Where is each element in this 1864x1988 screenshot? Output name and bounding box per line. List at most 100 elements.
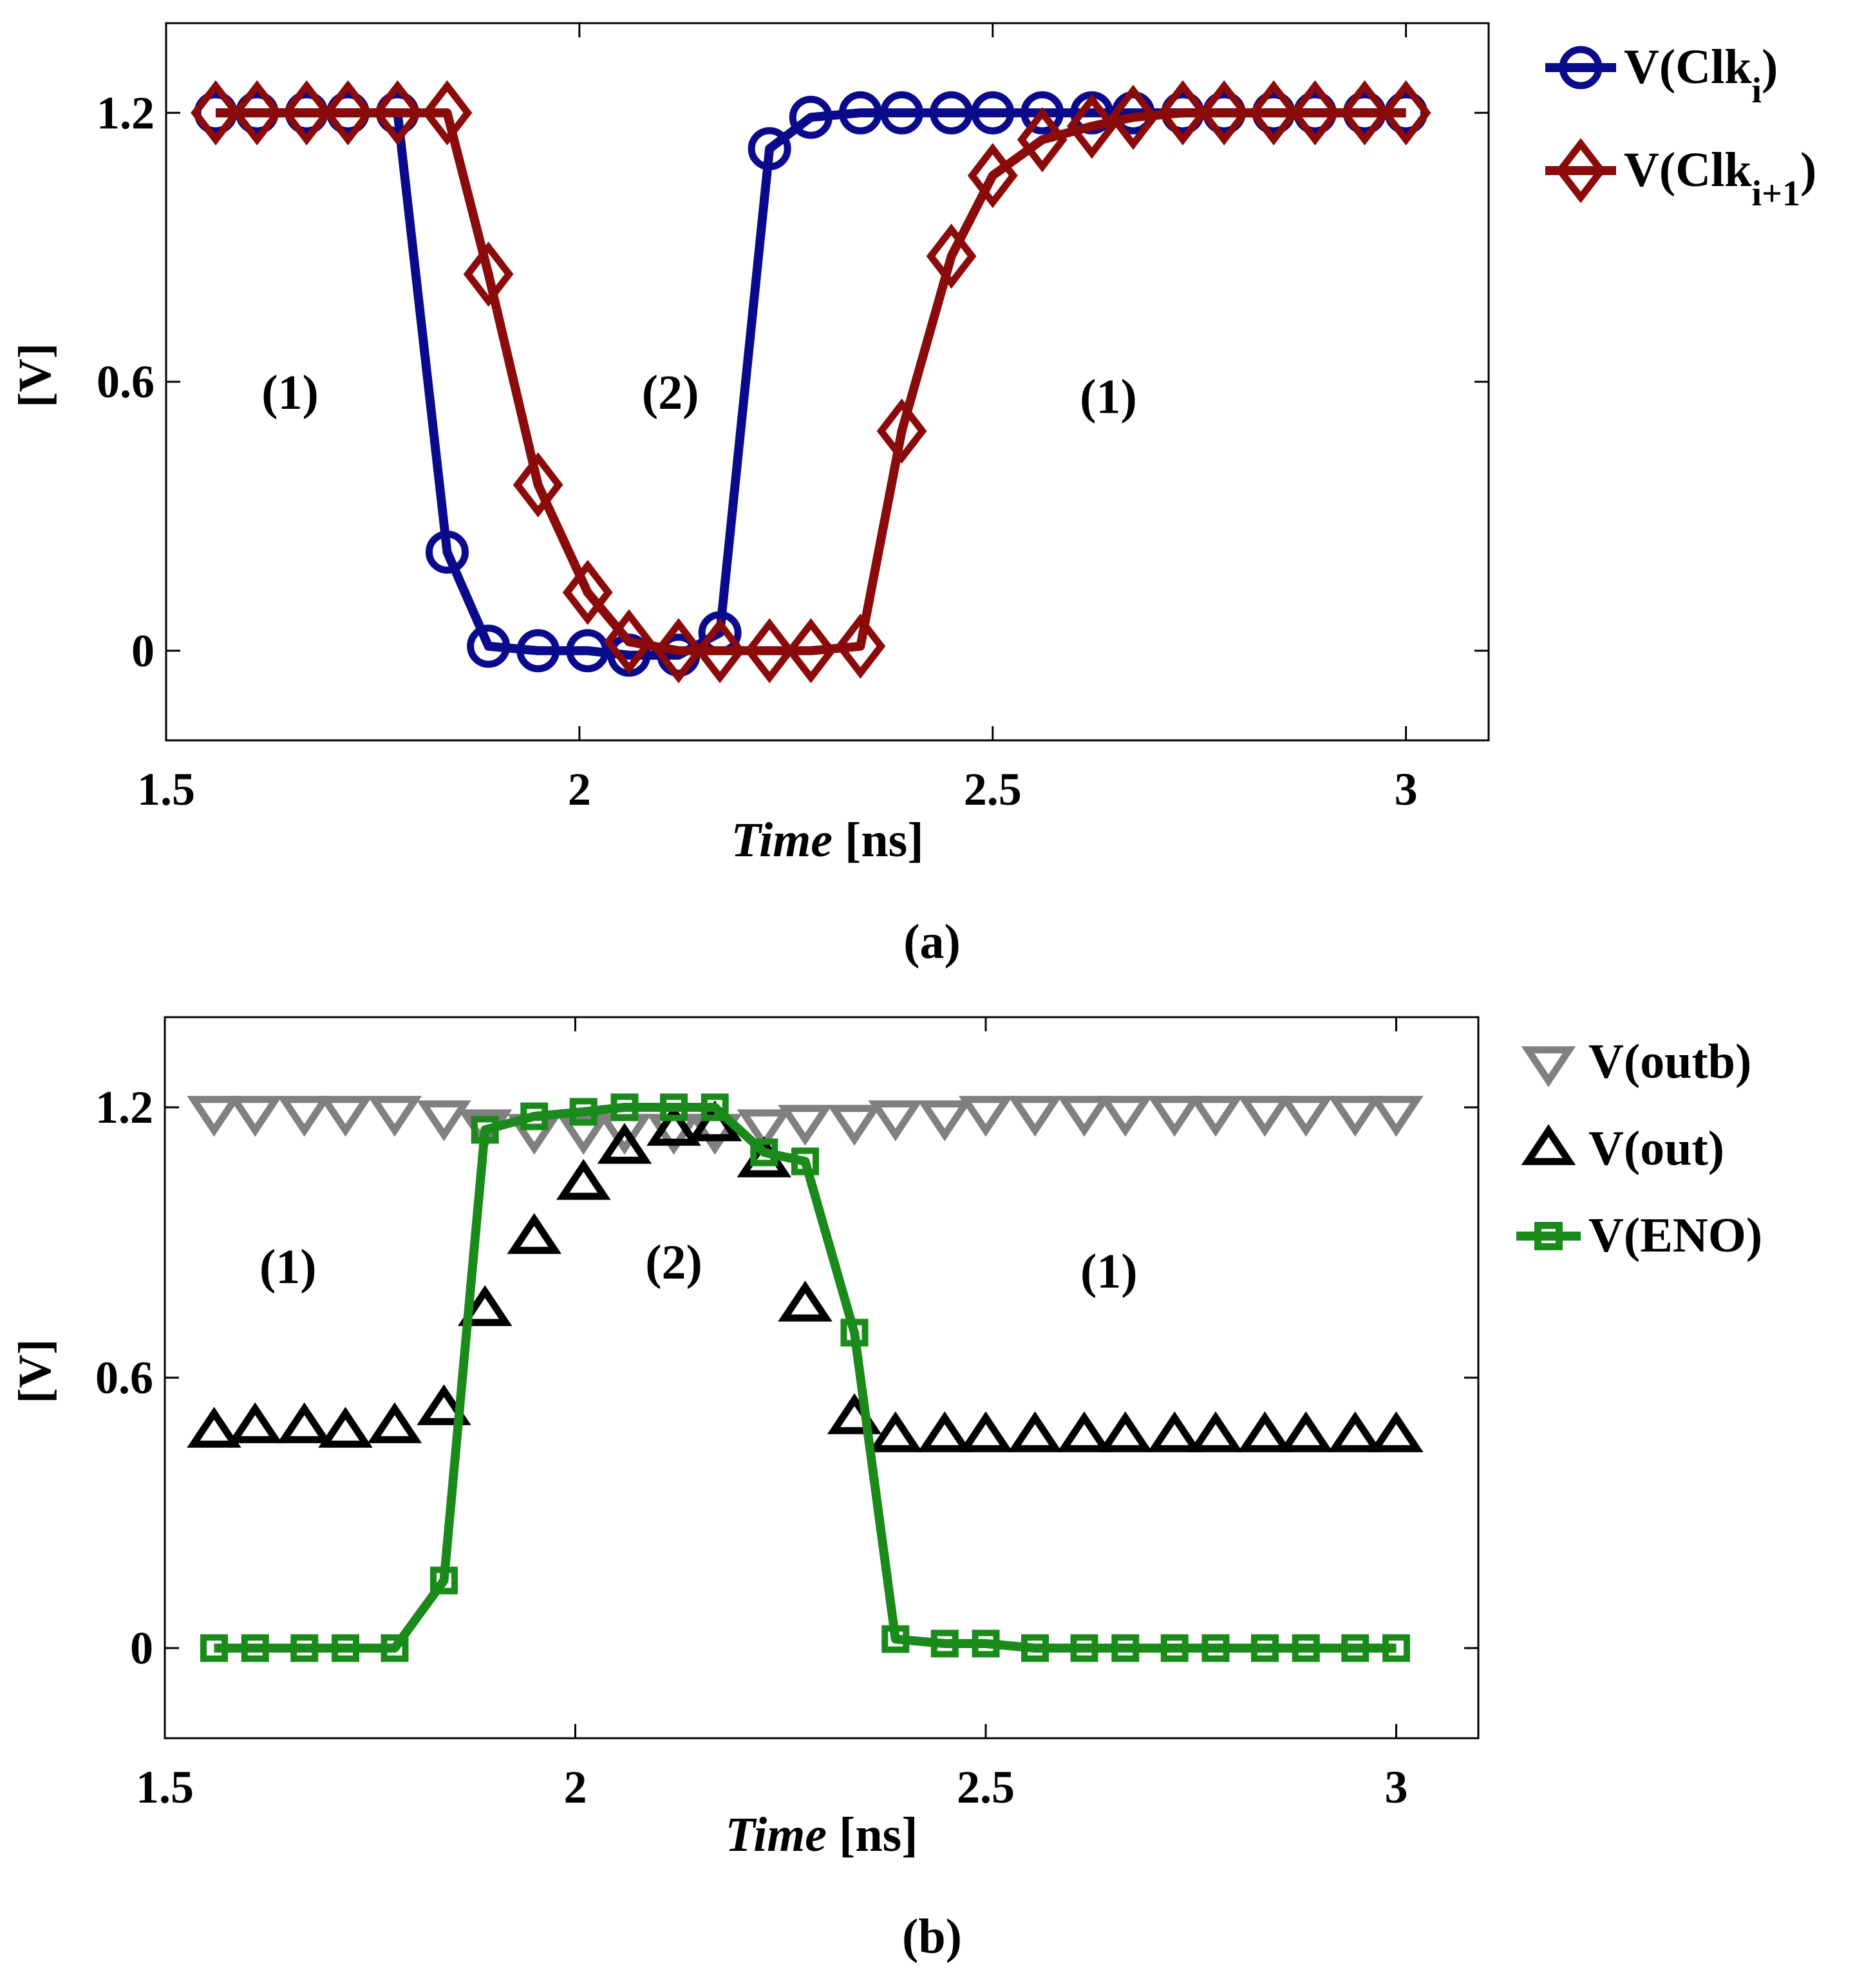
data-point <box>290 1634 319 1662</box>
legend-entry: V(Clki) <box>1545 40 1778 111</box>
data-point <box>1290 80 1341 145</box>
y-tick-label: 0 <box>131 625 155 677</box>
data-point <box>1008 1096 1062 1137</box>
legend-label-end: ) <box>1762 40 1778 94</box>
data-point <box>417 1100 471 1141</box>
data-point <box>227 1096 283 1137</box>
data-point <box>471 1116 499 1144</box>
x-tick-label: 2 <box>568 764 591 815</box>
legend-marker <box>1534 1222 1563 1250</box>
legend-marker <box>1521 1046 1576 1087</box>
data-point <box>516 629 560 673</box>
data-point <box>1251 1634 1279 1662</box>
data-point <box>318 1407 373 1448</box>
legend-label: V(outb) <box>1588 1035 1751 1089</box>
data-point <box>1057 1411 1112 1452</box>
caption-a: (a) <box>903 915 961 969</box>
legend-entry: V(Clki+1) <box>1545 138 1816 214</box>
data-point <box>232 80 283 145</box>
data-point <box>1021 1634 1049 1662</box>
data-point <box>1238 1411 1292 1452</box>
data-point <box>789 95 833 139</box>
data-point <box>1147 1411 1202 1452</box>
legend-label-subscript: i <box>1751 71 1762 111</box>
x-axis-label-unit: [ns] <box>827 1808 918 1862</box>
data-point <box>1369 1411 1424 1452</box>
data-point <box>695 618 746 684</box>
legend-entry: V(ENO) <box>1516 1208 1762 1262</box>
legend-label-subscript: i+1 <box>1751 174 1800 214</box>
data-point <box>930 91 974 135</box>
data-point <box>332 1634 359 1662</box>
data-point <box>513 452 563 518</box>
region-annotation: (2) <box>642 366 699 420</box>
data-point <box>1111 1634 1140 1662</box>
x-tick-label: 3 <box>1385 1761 1408 1813</box>
data-point <box>1278 1096 1333 1137</box>
data-point <box>556 1159 611 1200</box>
data-point <box>971 91 1015 135</box>
data-point <box>1238 1096 1292 1137</box>
data-point <box>381 1634 409 1662</box>
data-point <box>1188 1411 1243 1452</box>
data-point <box>1070 1634 1098 1662</box>
data-point <box>1147 1096 1202 1137</box>
data-point <box>930 1629 959 1658</box>
data-point <box>748 127 791 171</box>
series-line <box>214 1103 1397 1653</box>
data-point <box>430 1566 458 1595</box>
data-point <box>372 80 423 145</box>
x-axis-label: Time [ns] <box>725 1808 918 1862</box>
plot-frame <box>164 1016 1480 1739</box>
chart-panel-b: 1.5 2 2.5 3 0 0.6 1.2 [V] Time [ns] (1) (2) (1) V(ou… <box>9 1016 1762 1862</box>
data-point <box>1098 1411 1153 1452</box>
caption-b: (b) <box>902 1909 962 1964</box>
data-point <box>562 559 613 625</box>
data-point <box>786 618 836 684</box>
series-line <box>216 108 1406 660</box>
series-line <box>216 108 1406 655</box>
x-axis-label: Time [ns] <box>731 813 923 867</box>
data-point <box>881 1625 910 1653</box>
data-point <box>1292 1634 1320 1662</box>
data-point <box>569 1098 598 1126</box>
data-point <box>1017 107 1068 173</box>
y-tick-label: 0 <box>130 1622 153 1674</box>
data-point <box>1278 1411 1333 1452</box>
data-point <box>1328 1096 1383 1137</box>
series-v-outb- <box>187 1096 1424 1155</box>
data-point <box>603 609 654 675</box>
data-point <box>467 624 511 668</box>
chart-panel-a: 1.5 2 2.5 3 0 0.6 1.2 [V] Time [ns] (1) (2) (1) V(Cl… <box>9 22 1816 867</box>
data-point <box>200 1634 228 1662</box>
legend-label: V(ENO) <box>1588 1208 1762 1262</box>
data-point <box>241 1634 269 1662</box>
data-point <box>958 1096 1013 1137</box>
legend-label-main: V(Clk <box>1624 40 1752 94</box>
data-point <box>507 1213 562 1254</box>
x-tick-label: 1.5 <box>136 1761 194 1813</box>
series-v-clk-i-1- <box>191 80 1431 684</box>
data-point <box>422 80 473 145</box>
y-tick-label: 0.6 <box>97 356 155 408</box>
data-point <box>191 80 241 145</box>
data-point <box>323 80 373 145</box>
y-axis-label: [V] <box>9 343 61 408</box>
region-annotation: (1) <box>261 366 319 420</box>
data-point <box>840 1318 869 1347</box>
data-point <box>1369 1096 1424 1137</box>
data-point <box>1339 80 1390 145</box>
data-point <box>1341 1634 1370 1662</box>
data-point <box>417 1384 471 1425</box>
data-point <box>646 1105 701 1146</box>
data-point <box>750 1138 778 1167</box>
x-tick-label: 2 <box>564 1761 587 1813</box>
data-point <box>835 614 886 679</box>
x-axis-label-italic: Time <box>725 1808 827 1862</box>
region-annotation: (1) <box>1080 1244 1138 1299</box>
data-point <box>967 143 1018 209</box>
data-point <box>660 1093 688 1121</box>
data-point <box>917 1100 972 1141</box>
data-point <box>1199 80 1250 145</box>
x-tick-label: 2.5 <box>964 764 1022 815</box>
